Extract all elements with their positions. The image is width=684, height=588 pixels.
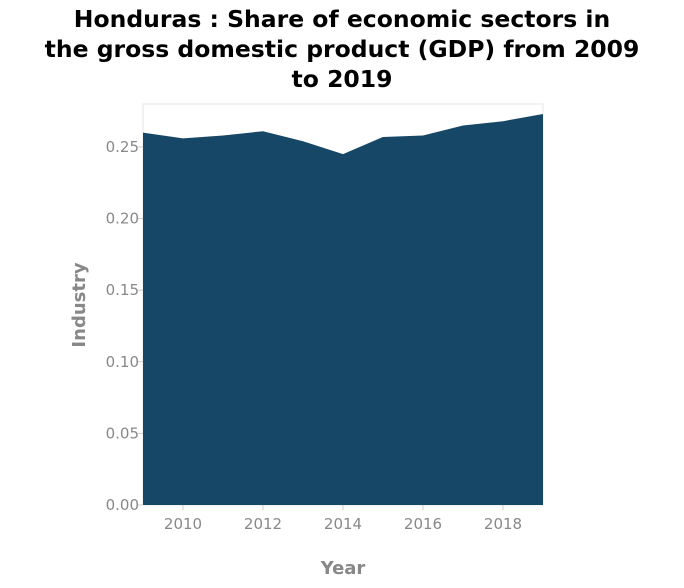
x-tick-label: 2012 xyxy=(244,515,282,533)
y-axis-label: Industry xyxy=(69,262,90,347)
x-axis-label: Year xyxy=(320,558,366,579)
series-area-industry xyxy=(143,114,543,505)
x-tick-label: 2014 xyxy=(324,515,362,533)
chart-title-line-3: to 2019 xyxy=(291,65,393,93)
chart-title: Honduras : Share of economic sectors in … xyxy=(0,4,684,94)
chart-title-line-1: Honduras : Share of economic sectors in xyxy=(73,5,611,33)
x-tick-label: 2010 xyxy=(164,515,202,533)
y-tick-label: 0.05 xyxy=(106,424,139,442)
y-tick-label: 0.25 xyxy=(106,138,139,156)
y-axis: 0.00 0.05 0.10 0.15 0.20 0.25 xyxy=(106,138,143,514)
y-tick-label: 0.15 xyxy=(106,281,139,299)
x-tick-label: 2018 xyxy=(484,515,522,533)
x-tick-label: 2016 xyxy=(404,515,442,533)
x-axis: 2010 2012 2014 2016 2018 xyxy=(164,505,522,533)
y-tick-label: 0.10 xyxy=(106,353,139,371)
chart-title-line-2: the gross domestic product (GDP) from 20… xyxy=(44,35,640,63)
y-tick-label: 0.20 xyxy=(106,210,139,228)
y-tick-label: 0.00 xyxy=(106,496,139,514)
